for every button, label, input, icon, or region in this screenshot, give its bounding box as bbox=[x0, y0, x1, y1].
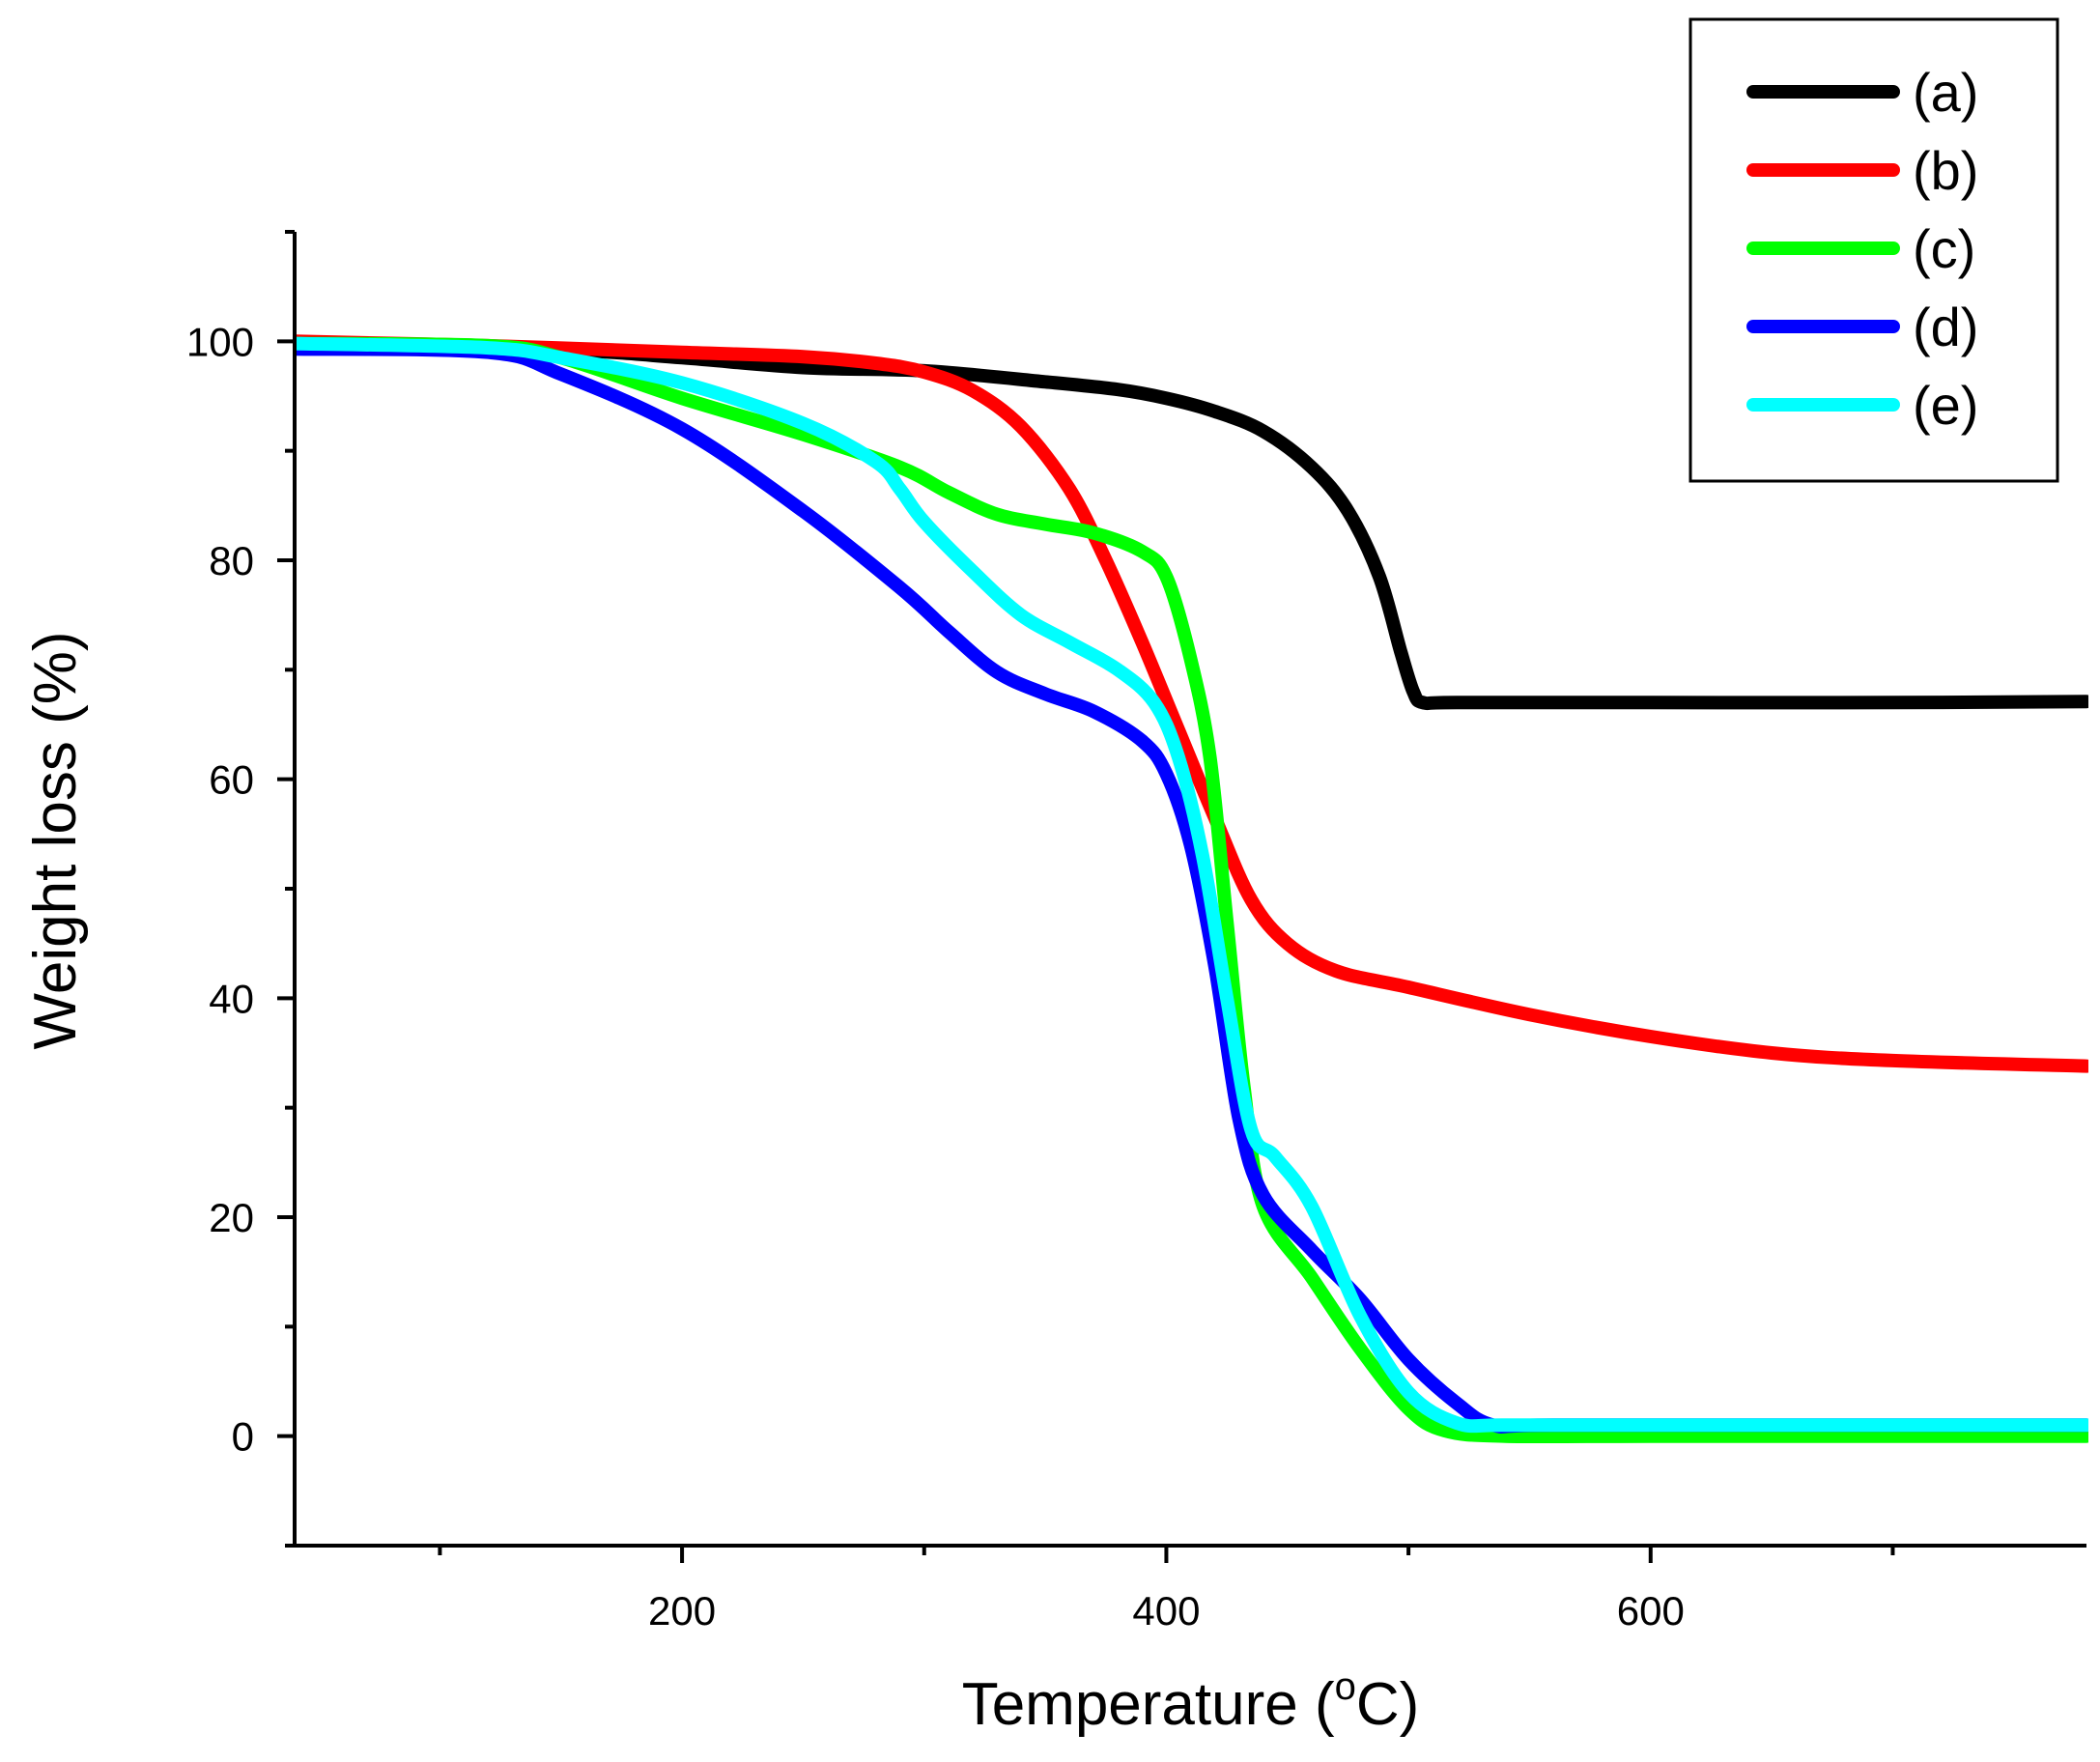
y-axis-label: Weight loss (%) bbox=[22, 632, 89, 1050]
y-tick-label: 0 bbox=[232, 1414, 254, 1460]
x-axis-label: Temperature (oC) bbox=[962, 1665, 1420, 1738]
series-line-c bbox=[295, 336, 2088, 1444]
y-tick-label: 100 bbox=[186, 319, 254, 364]
legend: (a) (b) (c) (d) (e) bbox=[1689, 17, 2059, 483]
series-line-e bbox=[295, 336, 2088, 1434]
y-tick-label: 20 bbox=[209, 1195, 254, 1240]
series-line-a bbox=[295, 338, 2088, 711]
legend-label-a: (a) bbox=[1913, 62, 1978, 123]
x-tick-label: 200 bbox=[648, 1588, 716, 1634]
y-tick-label: 80 bbox=[209, 538, 254, 583]
axes-layer: 0 20 40 60 80 100 200 400 600 Temperature (oC) Wei… bbox=[22, 230, 2086, 1738]
legend-label-c: (c) bbox=[1913, 218, 1975, 279]
legend-label-e: (e) bbox=[1913, 375, 1978, 436]
series-line-b bbox=[295, 334, 2088, 1073]
x-tick-label: 400 bbox=[1132, 1588, 1200, 1634]
legend-label-d: (d) bbox=[1913, 297, 1978, 357]
y-tick-label: 60 bbox=[209, 757, 254, 803]
x-tick-label: 600 bbox=[1617, 1588, 1685, 1634]
legend-label-b: (b) bbox=[1913, 140, 1978, 201]
series-layer bbox=[295, 334, 2088, 1444]
y-tick-label: 40 bbox=[209, 976, 254, 1021]
